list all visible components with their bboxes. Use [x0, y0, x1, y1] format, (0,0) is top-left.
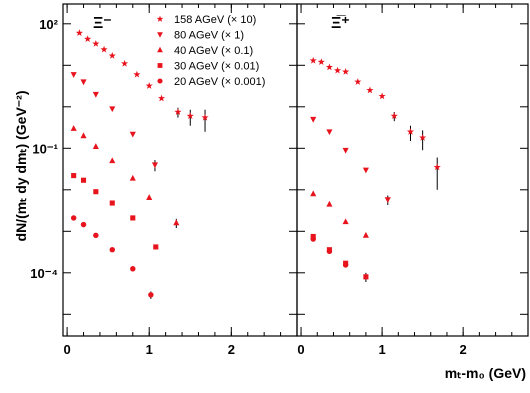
data-point-triangle-up — [342, 218, 349, 225]
data-point-triangle-down — [362, 167, 369, 174]
data-point-square — [130, 215, 136, 221]
data-point-circle — [130, 266, 136, 272]
data-point-star — [186, 112, 194, 120]
x-tick-label: 0 — [63, 342, 70, 357]
data-point-circle — [342, 262, 349, 268]
data-point-star — [84, 35, 92, 43]
data-point-star — [145, 82, 153, 89]
data-point-star — [201, 113, 209, 121]
data-point-star — [121, 59, 129, 67]
data-point-triangle-up — [146, 194, 153, 200]
data-point-star — [92, 40, 100, 47]
data-point-triangle-up — [326, 200, 333, 207]
data-point-triangle-up — [109, 157, 116, 164]
data-point-triangle-down — [326, 129, 333, 136]
x-tick-label: 2 — [228, 342, 235, 357]
data-point-triangle-up — [80, 132, 87, 139]
data-point-star — [390, 112, 398, 120]
data-point-circle — [109, 246, 115, 253]
data-point-square — [80, 177, 87, 183]
data-point-triangle-down — [129, 131, 136, 138]
legend-marker-triangle-up — [157, 46, 163, 53]
data-point-square — [93, 189, 99, 195]
data-point-circle — [148, 292, 154, 298]
y-tick-label: 10² — [39, 17, 58, 32]
data-point-star — [157, 94, 166, 102]
data-point-star — [174, 108, 182, 116]
data-point-triangle-down — [80, 79, 87, 86]
data-point-square — [363, 274, 369, 280]
data-point-triangle-up — [310, 190, 317, 197]
data-point-triangle-up — [70, 125, 77, 131]
data-point-star — [354, 78, 362, 85]
data-point-star — [366, 86, 374, 94]
data-point-triangle-down — [70, 72, 77, 78]
legend-marker-square — [157, 63, 163, 68]
data-point-star — [342, 67, 350, 75]
data-point-square — [71, 173, 77, 179]
legend-marker-circle — [157, 78, 163, 84]
x-axis-label: mₜ-m₀ (GeV) — [445, 365, 526, 381]
data-point-circle — [326, 248, 333, 255]
data-point-star — [419, 133, 427, 141]
data-point-triangle-up — [173, 219, 180, 226]
panel-label: Ξ̅⁺ — [331, 14, 350, 32]
data-point-circle — [70, 215, 77, 221]
data-point-triangle-down — [342, 147, 349, 154]
data-point-triangle-down — [310, 116, 317, 123]
data-point-star — [133, 70, 141, 78]
data-point-circle — [80, 221, 87, 228]
data-point-star — [100, 45, 108, 53]
data-point-star — [108, 52, 116, 59]
data-point-star — [309, 56, 317, 64]
data-point-triangle-up — [129, 174, 136, 181]
y-axis-label: dN/(mₜ dy dmₜ) (GeV⁻²) — [13, 91, 29, 242]
legend-label: 20 AGeV (× 0.001) — [174, 76, 265, 88]
data-point-triangle-down — [109, 106, 116, 113]
legend-label: 40 AGeV (× 0.1) — [174, 45, 253, 57]
data-point-square — [153, 244, 159, 250]
data-point-circle — [93, 232, 99, 239]
data-point-triangle-up — [92, 143, 99, 149]
data-point-triangle-down — [92, 91, 99, 98]
data-point-star — [406, 128, 415, 135]
data-point-star — [75, 29, 83, 37]
data-point-star — [433, 163, 441, 171]
data-point-star — [378, 92, 386, 100]
legend-marker-triangle-down — [157, 32, 163, 38]
x-tick-label: 2 — [460, 342, 467, 357]
data-point-square — [109, 200, 115, 206]
data-point-triangle-down — [151, 162, 159, 169]
panel-label: Ξ⁻ — [93, 15, 112, 32]
x-tick-label: 1 — [146, 342, 153, 357]
data-point-star — [317, 58, 325, 66]
y-tick-label: 10⁻⁴ — [30, 266, 58, 281]
data-point-triangle-up — [362, 231, 369, 238]
panel-frame — [296, 3, 529, 337]
x-tick-label: 0 — [297, 342, 304, 357]
legend-label: 30 AGeV (× 0.01) — [174, 61, 259, 73]
data-point-triangle-down — [384, 197, 391, 204]
legend-label: 80 AGeV (× 1) — [174, 30, 244, 42]
y-tick-label: 10⁻¹ — [32, 141, 58, 156]
data-point-circle — [310, 236, 316, 242]
data-point-star — [333, 66, 342, 74]
legend-marker-star — [156, 15, 164, 22]
x-tick-label: 1 — [378, 342, 385, 357]
legend-label: 158 AGeV (× 10) — [174, 14, 256, 26]
data-point-star — [325, 63, 333, 71]
